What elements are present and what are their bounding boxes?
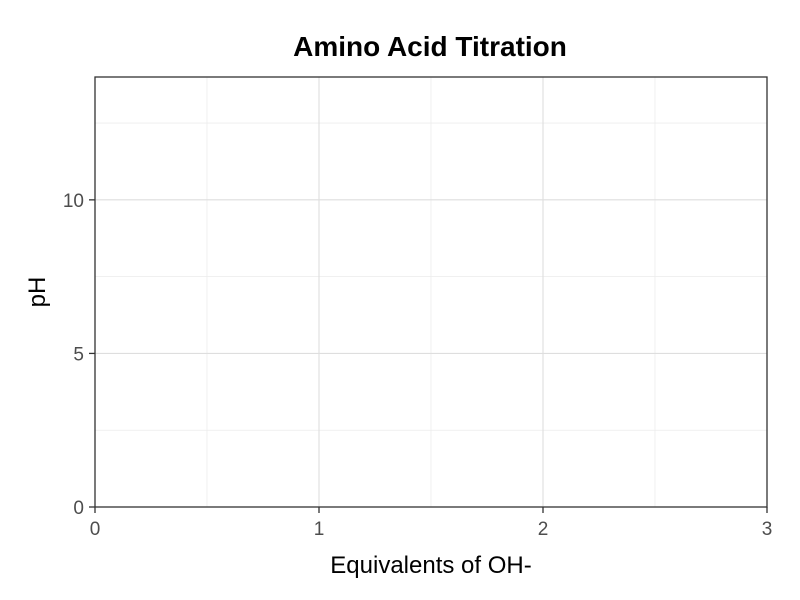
plot-panel-border [94, 76, 768, 508]
x-tick-label: 2 [538, 519, 549, 540]
y-tick-label: 5 [73, 344, 84, 365]
y-axis-ticks: 0 5 10 [63, 191, 95, 519]
x-tick-label: 3 [762, 519, 773, 540]
chart-title: Amino Acid Titration [293, 31, 567, 62]
x-tick-label: 0 [90, 519, 101, 540]
x-axis-title: Equivalents of OH- [330, 552, 531, 579]
y-axis-title: pH [24, 277, 51, 308]
x-tick-label: 1 [314, 519, 325, 540]
y-tick-label: 10 [63, 191, 84, 212]
x-axis-ticks: 0 1 2 3 [90, 507, 773, 540]
minor-gridlines [95, 77, 767, 507]
y-tick-label: 0 [73, 498, 84, 519]
